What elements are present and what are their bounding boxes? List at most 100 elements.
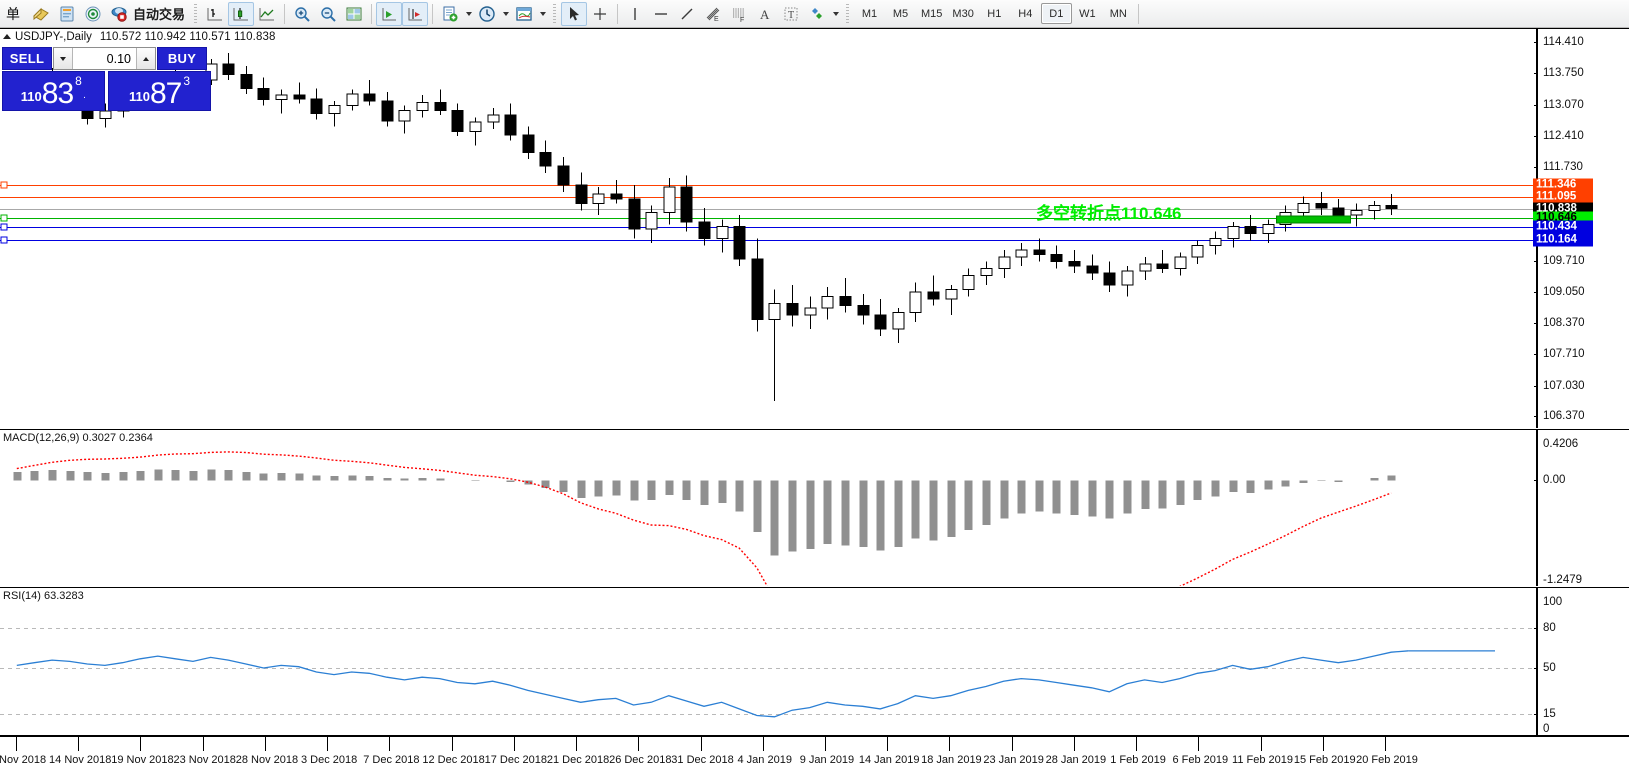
volume-value[interactable]: 0.10 xyxy=(106,51,131,66)
metaeditor-icon[interactable] xyxy=(28,2,54,26)
fibonacci-icon[interactable]: F xyxy=(726,2,752,26)
timeframe-m15[interactable]: M15 xyxy=(921,7,943,20)
date-tick-mark xyxy=(763,737,764,751)
sell-price-big: 83 xyxy=(41,77,74,110)
date-tick-mark xyxy=(1261,737,1262,751)
price-level-label[interactable]: 110.646 xyxy=(1533,211,1593,225)
price-level-label[interactable]: 110.434 xyxy=(1533,220,1593,234)
macd-y-axis[interactable]: 0.4206 0.00 -1.2479 xyxy=(1534,430,1629,586)
rsi-pane[interactable]: 100 80 50 15 0 RSI(14) 63.3283 xyxy=(0,587,1629,735)
timeframe-d1[interactable]: D1 xyxy=(1040,3,1072,24)
collapse-triangle-icon[interactable] xyxy=(3,34,11,39)
periodicity-icon[interactable] xyxy=(474,2,500,26)
date-tick-mark xyxy=(1136,737,1137,751)
toolbar-grip-3[interactable] xyxy=(844,3,852,24)
date-tick-mark xyxy=(265,737,266,751)
toolbar-grip-2[interactable] xyxy=(551,3,559,24)
objects-dropdown-caret[interactable] xyxy=(830,2,841,26)
date-tick-label: 11 Feb 2019 xyxy=(1232,754,1294,766)
vertical-line-icon[interactable] xyxy=(622,2,648,26)
price-y-axis[interactable]: 114.410 113.750 113.070 112.410 111.730 109.7… xyxy=(1533,29,1629,428)
timeframe-w1[interactable]: W1 xyxy=(1079,7,1096,20)
date-tick-mark xyxy=(1385,737,1386,751)
timeframe-h4[interactable]: H4 xyxy=(1018,7,1033,20)
date-tick-mark xyxy=(452,737,453,751)
indicators-dropdown-caret[interactable] xyxy=(463,2,474,26)
horizontal-line-icon[interactable] xyxy=(648,2,674,26)
line-chart-icon[interactable] xyxy=(254,2,280,26)
date-tick-mark xyxy=(1074,737,1075,751)
autotrading-icon[interactable] xyxy=(106,2,132,26)
chart-annotation-text[interactable]: 多空转折点110.646 xyxy=(1036,204,1182,223)
equidistant-channel-icon[interactable]: E xyxy=(700,2,726,26)
periodicity-dropdown-caret[interactable] xyxy=(500,2,511,26)
objects-icon[interactable] xyxy=(804,2,830,26)
price-level-label[interactable]: 111.095 xyxy=(1533,190,1593,204)
rsi-tick-label: 50 xyxy=(1543,662,1556,674)
rsi-plot-area[interactable] xyxy=(0,588,1536,735)
volume-increase-button[interactable] xyxy=(136,48,155,69)
date-tick-label: 17 Dec 2018 xyxy=(484,754,548,766)
date-tick-label: 4 Jan 2019 xyxy=(737,754,792,766)
text-label-icon[interactable]: T xyxy=(778,2,804,26)
price-plot-area[interactable] xyxy=(0,29,1536,428)
timeframe-m5[interactable]: M5 xyxy=(892,7,909,20)
macd-tick-mark xyxy=(1534,479,1538,481)
volume-decrease-button[interactable] xyxy=(54,48,73,69)
algo-book-icon[interactable] xyxy=(54,2,80,26)
buy-price-prefix: 110 xyxy=(128,89,150,104)
price-tick-mark xyxy=(1534,42,1538,44)
price-chart-pane[interactable]: 114.410 113.750 113.070 112.410 111.730 109.7… xyxy=(0,28,1629,428)
macd-plot-area[interactable] xyxy=(0,430,1536,586)
timeframe-h1[interactable]: H1 xyxy=(987,7,1002,20)
date-tick-mark xyxy=(16,737,17,751)
tile-windows-icon[interactable] xyxy=(341,2,367,26)
buy-price-sup: 3 xyxy=(183,74,191,88)
rsi-y-axis[interactable]: 100 80 50 15 0 xyxy=(1534,588,1629,735)
cursor-icon[interactable] xyxy=(561,1,588,26)
indicators-icon[interactable] xyxy=(437,2,463,26)
text-icon[interactable]: A xyxy=(752,2,778,26)
autotrading-label[interactable]: 自动交易 xyxy=(133,7,186,22)
new-order-icon[interactable]: 单 xyxy=(2,2,28,26)
date-tick-mark xyxy=(78,737,79,751)
price-level-label[interactable]: 111.346 xyxy=(1533,178,1593,192)
templates-dropdown-caret[interactable] xyxy=(537,2,548,26)
price-tick-mark xyxy=(1534,167,1538,169)
buy-button[interactable]: BUY xyxy=(157,47,207,70)
toolbar-grip-1[interactable] xyxy=(192,3,200,24)
symbol-header: USDJPY-,Daily 110.572 110.942 110.571 11… xyxy=(0,29,275,44)
buy-price-display[interactable]: 110 87 3 xyxy=(108,71,211,111)
macd-pane[interactable]: 0.4206 0.00 -1.2479 MACD(12,26,9) 0.3027 0… xyxy=(0,429,1629,586)
auto-scroll-icon[interactable] xyxy=(376,1,403,26)
rsi-tick-mark xyxy=(1534,714,1538,716)
bottom-strip xyxy=(0,771,1629,773)
timeframe-m30[interactable]: M30 xyxy=(952,7,974,20)
toolbar-separator-5 xyxy=(1137,3,1139,24)
price-tick-label: 111.730 xyxy=(1543,161,1583,174)
price-tick-mark xyxy=(1534,104,1538,106)
signals-icon[interactable] xyxy=(80,2,106,26)
timeframe-mn[interactable]: MN xyxy=(1109,7,1127,20)
candlestick-chart-icon[interactable] xyxy=(228,1,255,26)
timeframe-m1[interactable]: M1 xyxy=(861,7,878,20)
date-tick-mark xyxy=(1012,737,1013,751)
sell-price-display[interactable]: 110 83 8 · xyxy=(2,71,105,111)
price-level-label[interactable]: 110.164 xyxy=(1533,233,1593,247)
templates-icon[interactable] xyxy=(511,2,537,26)
sell-button[interactable]: SELL xyxy=(2,47,52,70)
one-click-trading-panel[interactable]: SELL 0.10 BUY 110 83 8 · 110 87 3 xyxy=(2,47,211,111)
volume-stepper[interactable]: 0.10 xyxy=(53,47,156,70)
price-tick-mark xyxy=(1534,291,1538,293)
zoom-in-icon[interactable] xyxy=(289,2,315,26)
crosshair-icon[interactable] xyxy=(587,2,613,26)
date-tick-label: 6 Feb 2019 xyxy=(1172,754,1229,766)
zoom-out-icon[interactable] xyxy=(315,2,341,26)
price-tick-label: 109.710 xyxy=(1543,255,1585,268)
trendline-icon[interactable] xyxy=(674,2,700,26)
bar-chart-icon[interactable] xyxy=(202,2,228,26)
chart-shift-icon[interactable] xyxy=(402,1,429,26)
symbol-name: USDJPY-,Daily xyxy=(15,30,92,43)
date-tick-mark xyxy=(887,737,888,751)
